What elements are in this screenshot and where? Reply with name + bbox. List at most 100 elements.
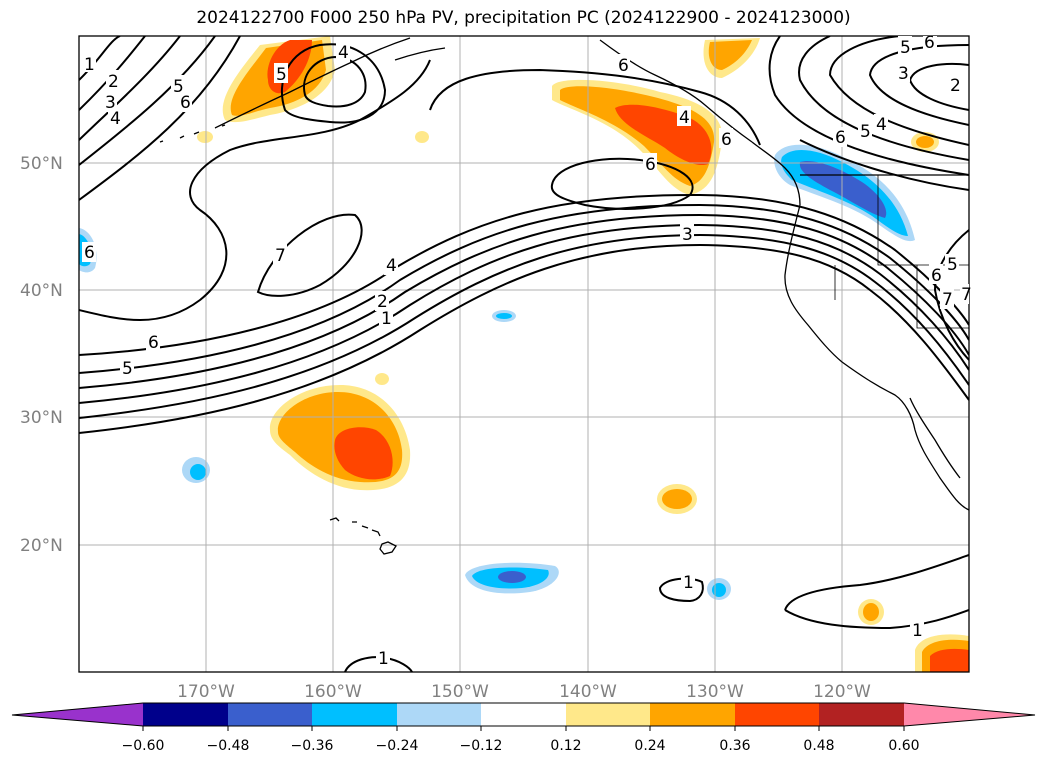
pv-contour-low-5 (280, 43, 387, 124)
pv-contour-band-3 (79, 223, 969, 404)
pv-contour-low-4 (303, 55, 367, 108)
pv-contour-north-5 (79, 36, 241, 201)
precip-blob-gulf-alaska-core (560, 86, 715, 186)
pv-label: 5 (173, 77, 184, 97)
colorbar-tick-label: 0.12 (550, 738, 581, 754)
pv-label: 3 (682, 225, 693, 245)
coastlines (159, 37, 969, 555)
pv-contour-north-4 (79, 36, 216, 166)
pv-contour-se-7 (933, 229, 969, 361)
bc-coast (751, 141, 801, 206)
neg-spot-3-core (712, 583, 726, 597)
pv-label: 4 (338, 43, 349, 63)
colorbar-tick-label: 0.48 (803, 738, 834, 754)
lon-label-140w: 140°W (559, 682, 617, 702)
gridlines (79, 36, 969, 672)
colorbar-bin (819, 703, 904, 726)
pv-contour-closed-7 (256, 213, 363, 297)
pv-contour-closed-6 (550, 157, 694, 210)
pv-label: 6 (924, 33, 935, 53)
colorbar-extend-low (12, 703, 143, 726)
lon-label-170w: 170°W (177, 682, 235, 702)
lat-label-30n: 30°N (20, 408, 63, 428)
longitude-labels: 170°W 160°W 150°W 140°W 130°W 120°W (177, 682, 871, 702)
colorbar-extend-high (904, 703, 1035, 726)
neg-spot-1-core (190, 464, 206, 480)
colorbar-bin (228, 703, 312, 726)
pv-label: 5 (947, 255, 958, 275)
precip-blob-mexico-max (930, 648, 969, 672)
lon-label-130w: 130°W (686, 682, 744, 702)
pv-label: 3 (898, 64, 909, 84)
pv-label: 3 (105, 93, 116, 113)
lon-label-120w: 120°W (813, 682, 871, 702)
pv-label: 5 (276, 65, 287, 85)
pv-contour-closed-1a (658, 577, 704, 603)
lon-label-160w: 160°W (304, 682, 362, 702)
pv-label: 6 (84, 243, 95, 263)
hawaiian-islands (329, 517, 397, 555)
pv-label: 4 (876, 115, 887, 135)
pv-label: 1 (378, 649, 389, 669)
pv-label: 6 (835, 128, 846, 148)
pv-contour-ne-5 (798, 36, 969, 161)
pv-contour-north-3 (79, 36, 181, 141)
pv-contour-band-6 (79, 193, 969, 356)
alaska-peninsula-coast (214, 37, 411, 129)
colorbar-tick-label: 0.36 (719, 738, 750, 754)
pv-contour-north-2 (79, 36, 146, 111)
pv-label: 6 (618, 56, 629, 76)
pv-label: 5 (900, 38, 911, 58)
pv-contour-band-1 (79, 243, 969, 434)
pv-contour-north-1 (79, 36, 121, 81)
pv-contour-ne-extra-1 (799, 139, 969, 191)
pv-contour-ne-3 (868, 44, 969, 126)
precip-blob-subtropical-max (334, 427, 393, 480)
neg-spot-2-core (496, 313, 512, 319)
pv-label: 1 (84, 55, 95, 75)
pv-label: 6 (721, 130, 732, 150)
precip-spot-2 (415, 131, 429, 143)
colorbar-bin (397, 703, 481, 726)
pv-label: 2 (108, 72, 119, 92)
lon-label-150w: 150°W (431, 682, 489, 702)
colorbar: −0.60 −0.48 −0.36 −0.24 −0.12 0.12 0.24 … (11, 702, 1036, 754)
colorbar-tick-label: −0.24 (376, 738, 419, 754)
pv-contour-labels: 1 2 3 4 5 6 7 5 6 4 5 6 6 6 7 4 2 1 6 5 … (82, 33, 972, 669)
pv-label: 1 (381, 309, 392, 329)
pv-label: 7 (961, 285, 972, 305)
pv-label: 4 (679, 108, 690, 128)
pv-label: 2 (377, 292, 388, 312)
colorbar-bin (312, 703, 397, 726)
colorbar-tick-label: −0.60 (122, 738, 165, 754)
pv-label: 7 (942, 290, 953, 310)
pv-label: 4 (386, 256, 397, 276)
lat-label-20n: 20°N (20, 536, 63, 556)
aleutian-islands (159, 124, 226, 143)
pv-contour-se-1 (784, 554, 969, 611)
pv-label: 1 (912, 621, 923, 641)
pv-label: 5 (860, 122, 871, 142)
pv-contour-se-1b (784, 609, 969, 630)
lat-label-50n: 50°N (20, 154, 63, 174)
pv-label: 5 (122, 359, 133, 379)
west-coast-us (784, 204, 969, 511)
precip-spot-1 (197, 131, 213, 143)
precip-spot-4 (375, 373, 389, 385)
colorbar-bin (143, 703, 228, 726)
precip-spot-5-core (662, 489, 692, 509)
pv-label: 2 (950, 76, 961, 96)
pv-contour-band-4 (79, 213, 969, 389)
colorbar-bin (735, 703, 819, 726)
pv-label: 6 (645, 155, 656, 175)
colorbar-tick-label: −0.48 (207, 738, 250, 754)
colorbar-bin (566, 703, 650, 726)
pv-contour-band-2 (79, 233, 969, 419)
pv-label: 6 (180, 93, 191, 113)
precip-spot-3-core (916, 136, 934, 148)
baja-coast (909, 397, 961, 479)
pv-contour-ne-4 (828, 36, 969, 146)
pv-contour-ne-6 (768, 36, 969, 176)
lat-label-40n: 40°N (20, 281, 63, 301)
